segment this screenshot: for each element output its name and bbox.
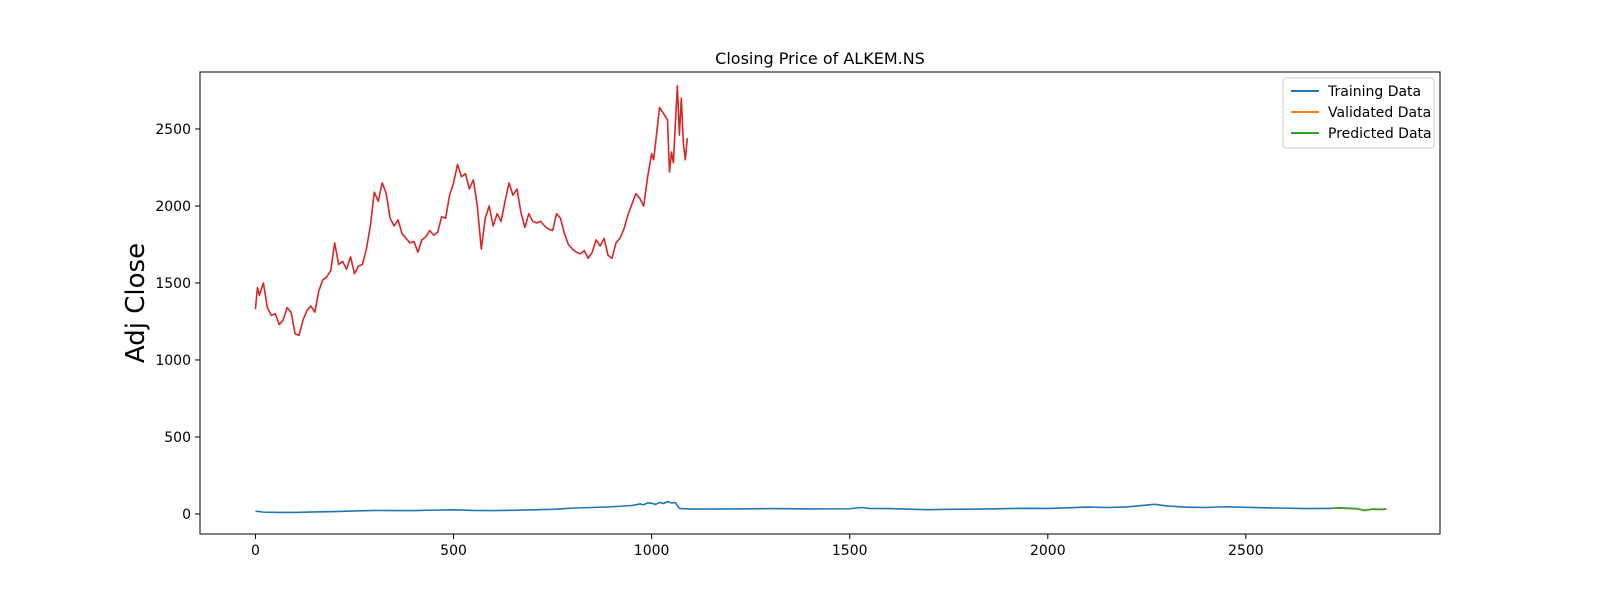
- x-tick-label: 500: [440, 543, 467, 559]
- y-tick-label: 0: [182, 507, 191, 523]
- x-tick-label: 1500: [832, 543, 868, 559]
- legend-label-predicted-data: Predicted Data: [1328, 126, 1432, 142]
- series-line-unlabeled-3: [254, 85, 689, 337]
- plot-frame: [199, 71, 1441, 535]
- series-layer: [254, 85, 1387, 514]
- series-line-training-data: [255, 500, 1334, 514]
- y-axis-label: Adj Close: [121, 243, 151, 363]
- y-tick-label: 500: [164, 430, 191, 446]
- y-tick-label: 2000: [155, 199, 191, 215]
- legend-items: Training Data Validated Data Predicted Dat…: [1291, 84, 1432, 142]
- axis-layer: 0 500 1000 1500 2000 2500 0 500 1000 1500 2000 2500: [155, 122, 1263, 559]
- legend-box: [1282, 77, 1435, 149]
- x-tick-label: 0: [251, 543, 260, 559]
- y-tick-label: 1000: [155, 353, 191, 369]
- x-tick-label: 2500: [1228, 543, 1264, 559]
- legend-label-training-data: Training Data: [1327, 84, 1421, 100]
- y-tick-label: 1500: [155, 276, 191, 292]
- legend-label-validated-data: Validated Data: [1328, 105, 1431, 121]
- y-tick-label: 2500: [155, 122, 191, 138]
- x-tick-label: 2000: [1030, 543, 1066, 559]
- legend: Training Data Validated Data Predicted Dat…: [1282, 77, 1435, 149]
- chart-title: Closing Price of ALKEM.NS: [715, 49, 925, 68]
- x-tick-label: 1000: [634, 543, 670, 559]
- series-line-predicted-data: [1333, 507, 1387, 512]
